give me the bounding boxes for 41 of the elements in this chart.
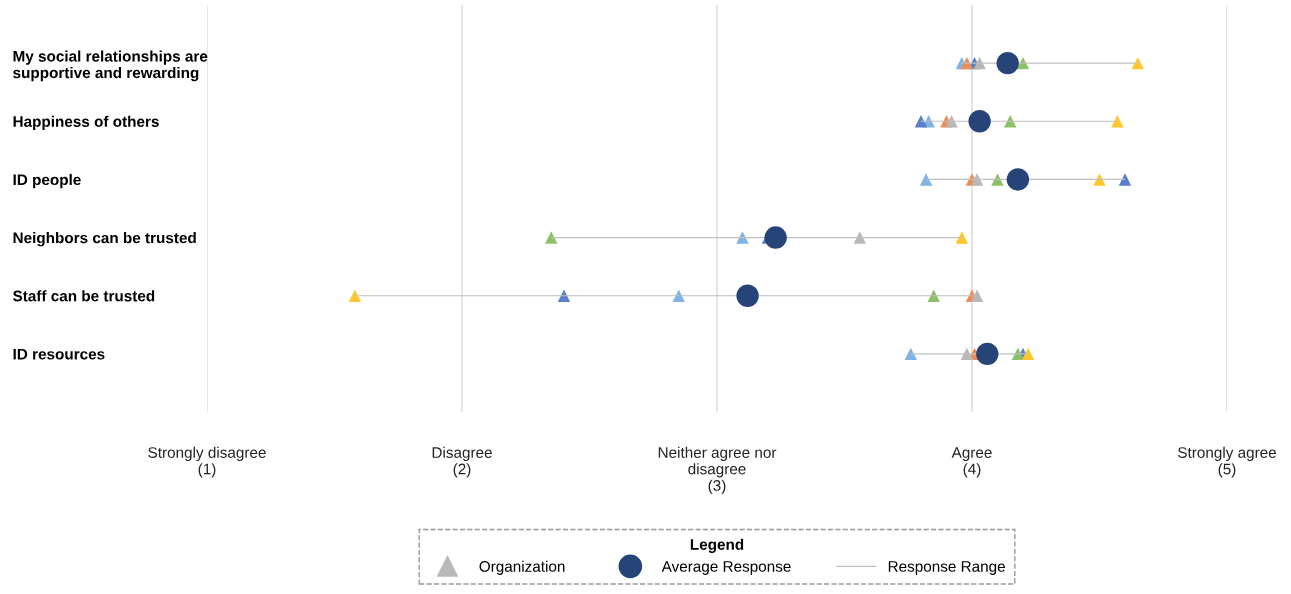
x-tick-label: Neither agree nor disagree (3) (658, 446, 777, 494)
point (1118, 173, 1132, 186)
point (914, 115, 928, 128)
point (853, 231, 867, 244)
y-tick-label: Neighbors can be trusted (13, 232, 196, 247)
point (1021, 347, 1035, 361)
point (927, 289, 940, 302)
y-tick-label: Happiness of others (13, 115, 159, 130)
point (1111, 115, 1124, 128)
point (904, 347, 918, 361)
point (348, 289, 362, 302)
point (970, 173, 984, 186)
point (991, 173, 1004, 186)
y-tick-label: Staff can be trusted (12, 290, 155, 302)
point (1093, 173, 1106, 186)
x-tick-label: Agree (4) (951, 447, 992, 478)
y-tick-label: ID resources (13, 348, 105, 360)
point (672, 289, 685, 302)
legend-title: Legend (690, 538, 744, 553)
point (960, 347, 974, 361)
y-tick-label: ID people (13, 173, 81, 189)
x-tick-label: Disagree (2) (432, 446, 492, 478)
point (736, 284, 759, 307)
y-tick-label: My social relationships are supportive and rewarding (13, 50, 208, 82)
point (976, 342, 999, 366)
point (736, 231, 749, 244)
point (996, 51, 1019, 75)
point (919, 173, 933, 186)
point (955, 231, 969, 244)
legend-label: Average Response (661, 561, 791, 575)
point (557, 289, 571, 302)
point (764, 226, 787, 249)
point (1006, 168, 1030, 191)
legend-label: Response Range (888, 561, 1005, 575)
point (545, 231, 558, 244)
point (970, 289, 984, 302)
x-tick-label: Strongly agree (5) (1178, 446, 1277, 478)
point (968, 110, 991, 133)
legend-label: Organization (479, 560, 565, 575)
x-tick-label: Strongly disagree (1) (148, 446, 266, 478)
point (1131, 56, 1144, 70)
